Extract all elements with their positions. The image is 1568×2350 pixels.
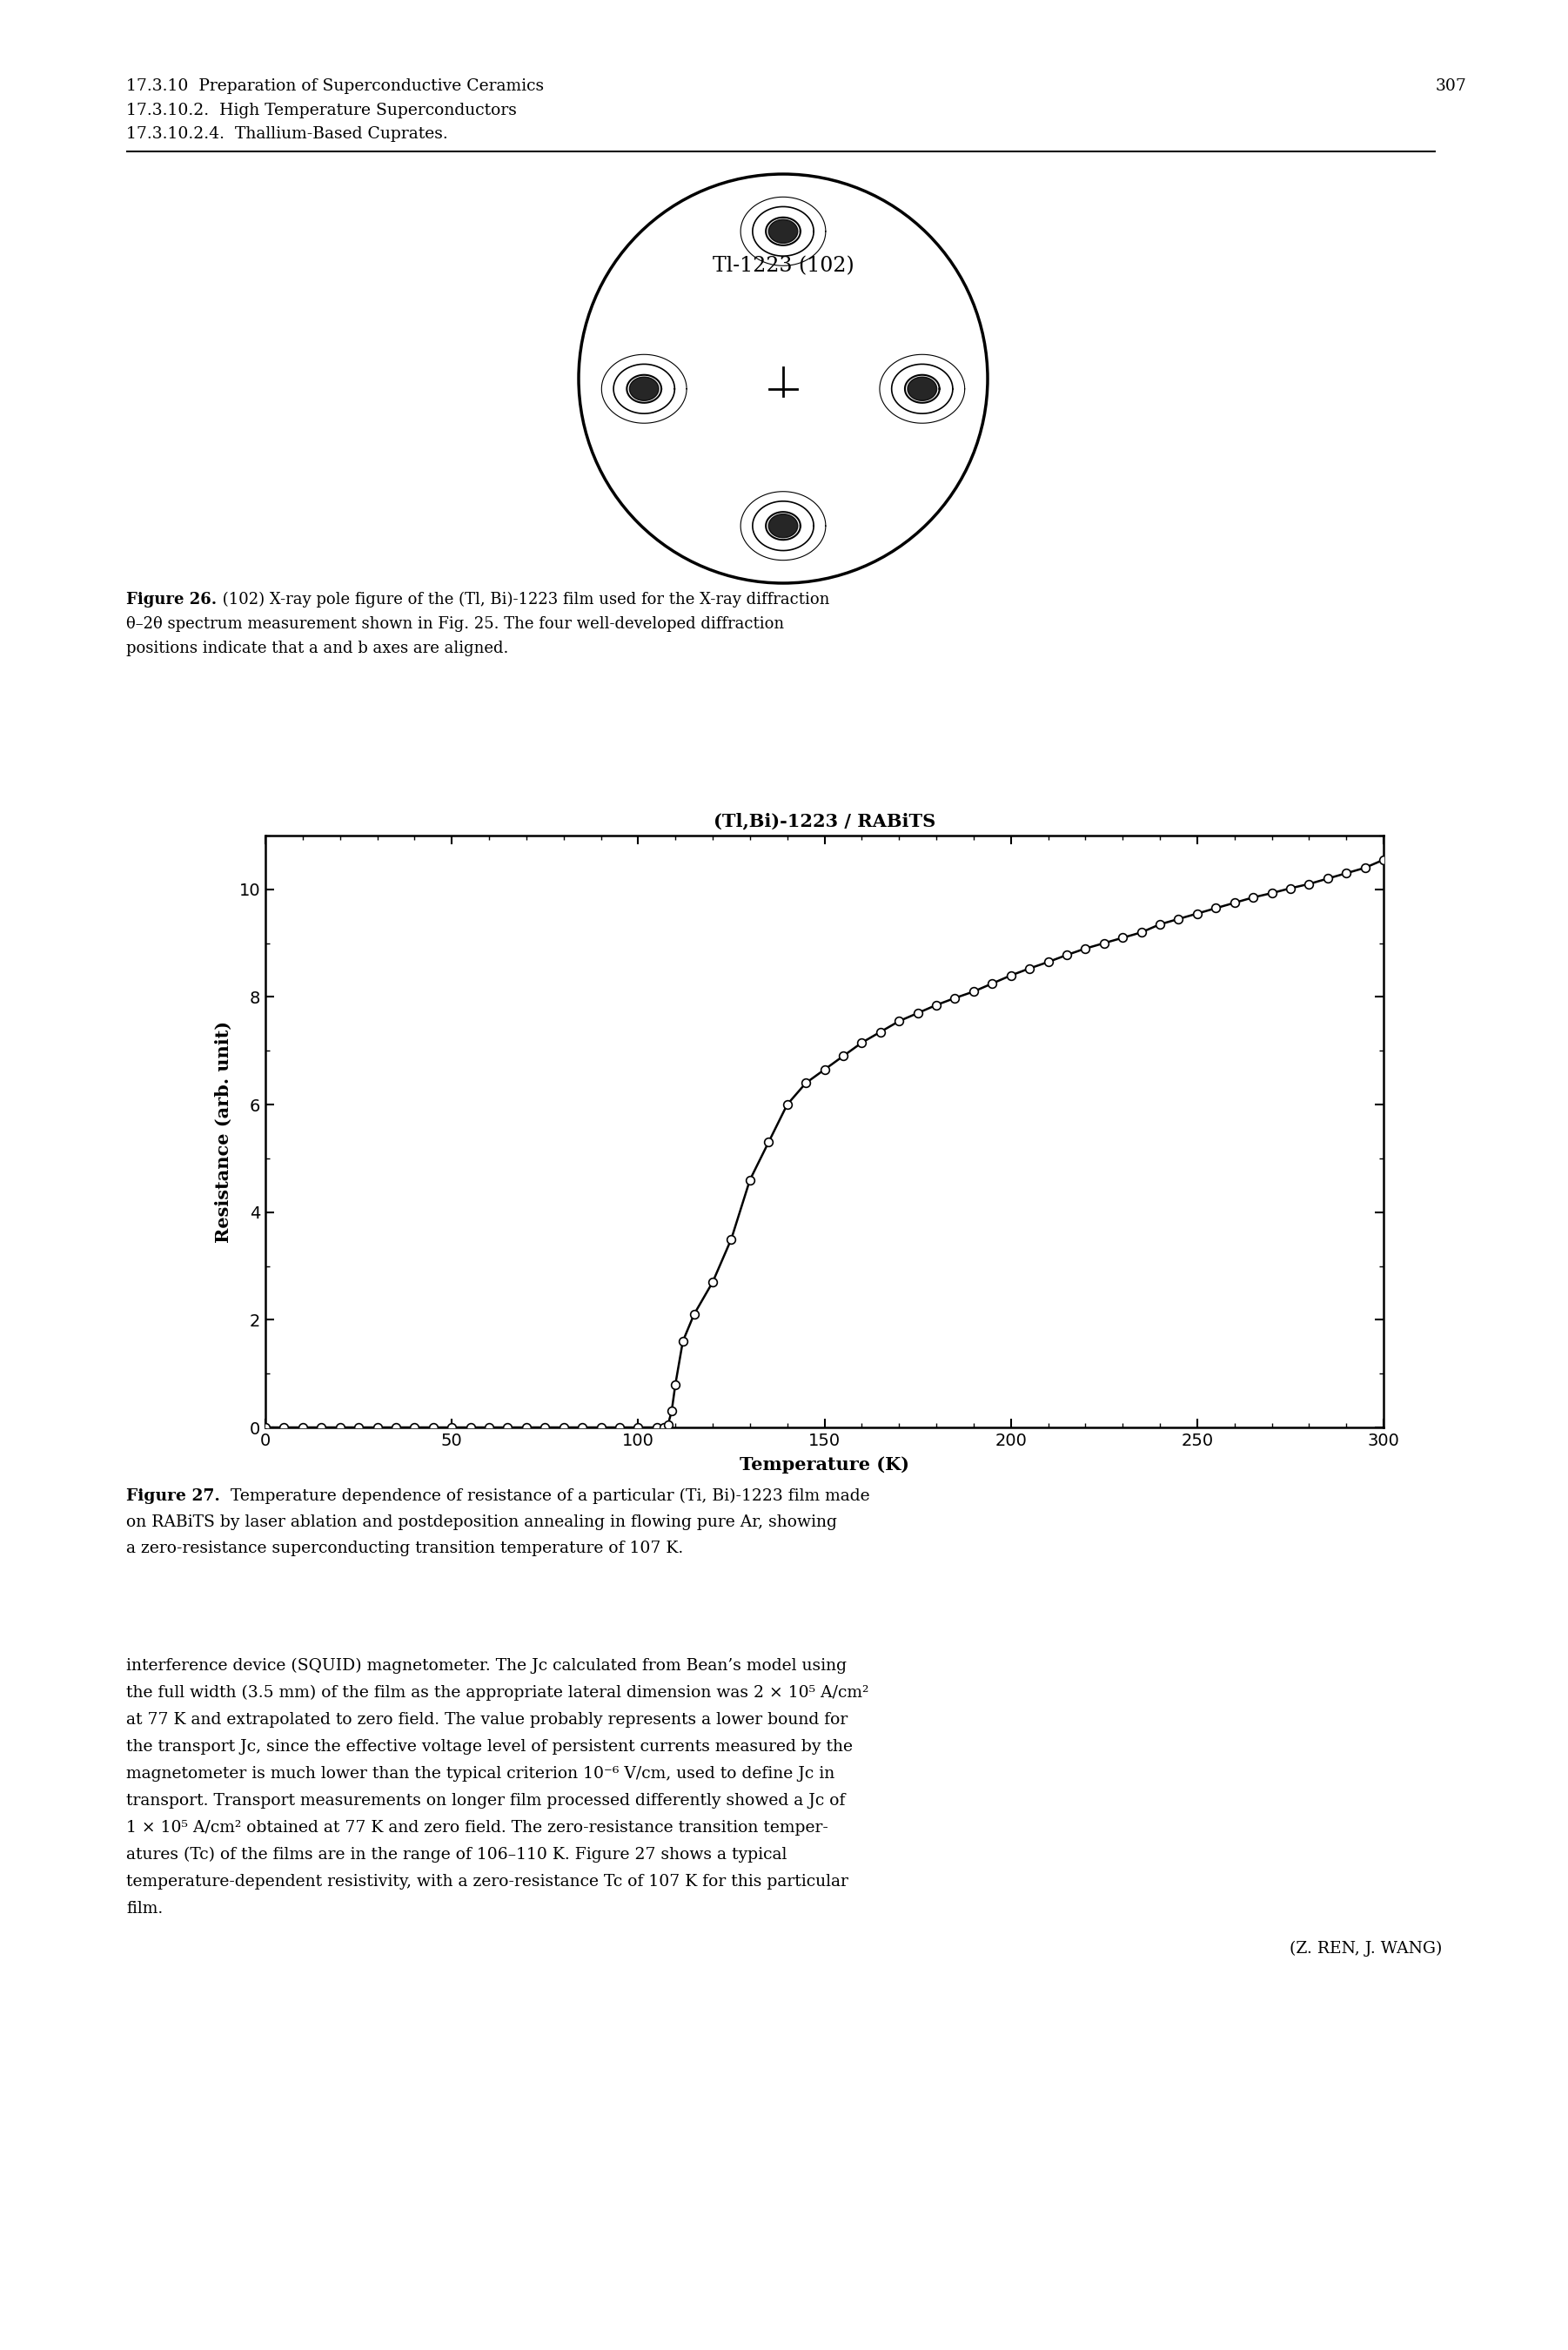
Text: Tl-1223 (102): Tl-1223 (102)	[712, 256, 855, 277]
Text: 17.3.10  Preparation of Superconductive Ceramics: 17.3.10 Preparation of Superconductive C…	[125, 78, 544, 94]
Text: magnetometer is much lower than the typical criterion 10⁻⁶ V/cm, used to define : magnetometer is much lower than the typi…	[125, 1765, 834, 1781]
Polygon shape	[908, 376, 936, 400]
Text: Figure 26.: Figure 26.	[125, 592, 216, 609]
Text: θ–2θ spectrum measurement shown in Fig. 25. The four well-developed diffraction: θ–2θ spectrum measurement shown in Fig. …	[125, 616, 784, 632]
X-axis label: Temperature (K): Temperature (K)	[740, 1457, 909, 1473]
Text: 17.3.10.2.4.  Thallium-Based Cuprates.: 17.3.10.2.4. Thallium-Based Cuprates.	[125, 127, 448, 141]
Text: temperature-dependent resistivity, with a zero-resistance Tc of 107 K for this p: temperature-dependent resistivity, with …	[125, 1873, 848, 1889]
Y-axis label: Resistance (arb. unit): Resistance (arb. unit)	[215, 1020, 232, 1243]
Text: at 77 K and extrapolated to zero field. The value probably represents a lower bo: at 77 K and extrapolated to zero field. …	[125, 1713, 848, 1727]
Polygon shape	[768, 219, 798, 242]
Text: 17.3.10.2.  High Temperature Superconductors: 17.3.10.2. High Temperature Superconduct…	[125, 103, 517, 118]
Text: the full width (3.5 mm) of the film as the appropriate lateral dimension was 2 ×: the full width (3.5 mm) of the film as t…	[125, 1685, 869, 1701]
Text: 1 × 10⁵ A/cm² obtained at 77 K and zero field. The zero-resistance transition te: 1 × 10⁵ A/cm² obtained at 77 K and zero …	[125, 1819, 828, 1835]
Text: Temperature dependence of resistance of a particular (Ti, Bi)-1223 film made: Temperature dependence of resistance of …	[220, 1488, 870, 1504]
Polygon shape	[629, 376, 659, 400]
Text: positions indicate that a and b axes are aligned.: positions indicate that a and b axes are…	[125, 642, 508, 656]
Polygon shape	[768, 515, 798, 538]
Text: atures (Tc) of the films are in the range of 106–110 K. Figure 27 shows a typica: atures (Tc) of the films are in the rang…	[125, 1847, 787, 1864]
Text: film.: film.	[125, 1901, 163, 1918]
Text: (102) X-ray pole figure of the (Tl, Bi)-1223 film used for the X-ray diffraction: (102) X-ray pole figure of the (Tl, Bi)-…	[218, 592, 829, 609]
Text: Figure 27.: Figure 27.	[125, 1488, 220, 1504]
Title: (Tl,Bi)-1223 / RABiTS: (Tl,Bi)-1223 / RABiTS	[713, 813, 936, 830]
Text: interference device (SQUID) magnetometer. The Jc calculated from Bean’s model us: interference device (SQUID) magnetometer…	[125, 1659, 847, 1673]
Text: a zero-resistance superconducting transition temperature of 107 K.: a zero-resistance superconducting transi…	[125, 1542, 684, 1556]
Text: on RABiTS by laser ablation and postdeposition annealing in flowing pure Ar, sho: on RABiTS by laser ablation and postdepo…	[125, 1513, 837, 1530]
Text: transport. Transport measurements on longer film processed differently showed a : transport. Transport measurements on lon…	[125, 1793, 845, 1810]
Text: the transport Jc, since the effective voltage level of persistent currents measu: the transport Jc, since the effective vo…	[125, 1739, 853, 1755]
Text: 307: 307	[1436, 78, 1468, 94]
Text: (Z. REN, J. WANG): (Z. REN, J. WANG)	[1289, 1941, 1443, 1958]
